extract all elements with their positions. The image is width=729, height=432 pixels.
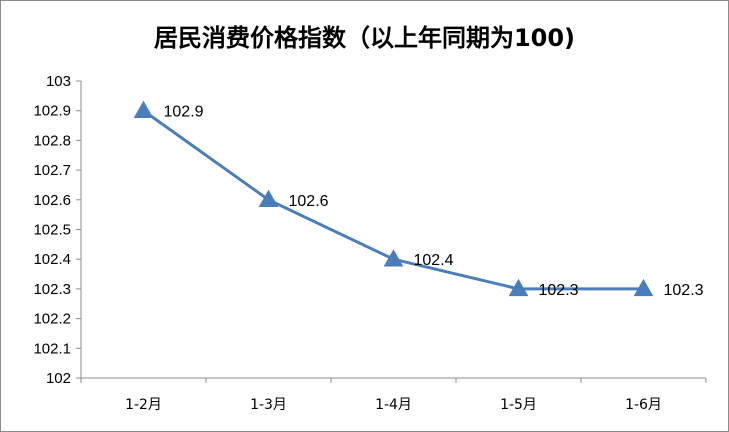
y-tick-label: 102.1 [33, 340, 71, 357]
x-tick-label: 1-6月 [625, 397, 662, 413]
y-tick-label: 102.5 [33, 222, 71, 239]
data-label: 102.3 [539, 282, 579, 299]
y-tick-label: 102.6 [33, 192, 71, 209]
y-tick-label: 102.2 [33, 311, 71, 328]
data-label: 102.3 [664, 282, 704, 299]
x-tick-label: 1-3月 [250, 397, 287, 413]
y-tick-label: 102.4 [33, 251, 71, 268]
data-point-marker [508, 278, 529, 297]
data-point-marker [633, 278, 654, 297]
data-point-marker [383, 249, 404, 267]
y-tick-label: 102.9 [33, 103, 71, 120]
x-tick-label: 1-5月 [500, 397, 537, 413]
y-tick-label: 103 [46, 73, 71, 90]
data-label: 102.6 [289, 193, 329, 210]
y-tick-label: 102.3 [33, 281, 71, 298]
data-label: 102.4 [414, 252, 454, 269]
y-tick-label: 102.7 [33, 162, 71, 179]
y-tick-label: 102 [46, 370, 71, 387]
chart-title: 居民消费价格指数（以上年同期为100) [153, 24, 576, 52]
data-point-marker [133, 100, 154, 118]
x-tick-label: 1-2月 [125, 397, 162, 413]
data-label: 102.9 [164, 104, 204, 121]
x-tick-label: 1-4月 [375, 397, 412, 413]
y-tick-label: 102.8 [33, 132, 71, 149]
data-point-marker [258, 189, 279, 208]
